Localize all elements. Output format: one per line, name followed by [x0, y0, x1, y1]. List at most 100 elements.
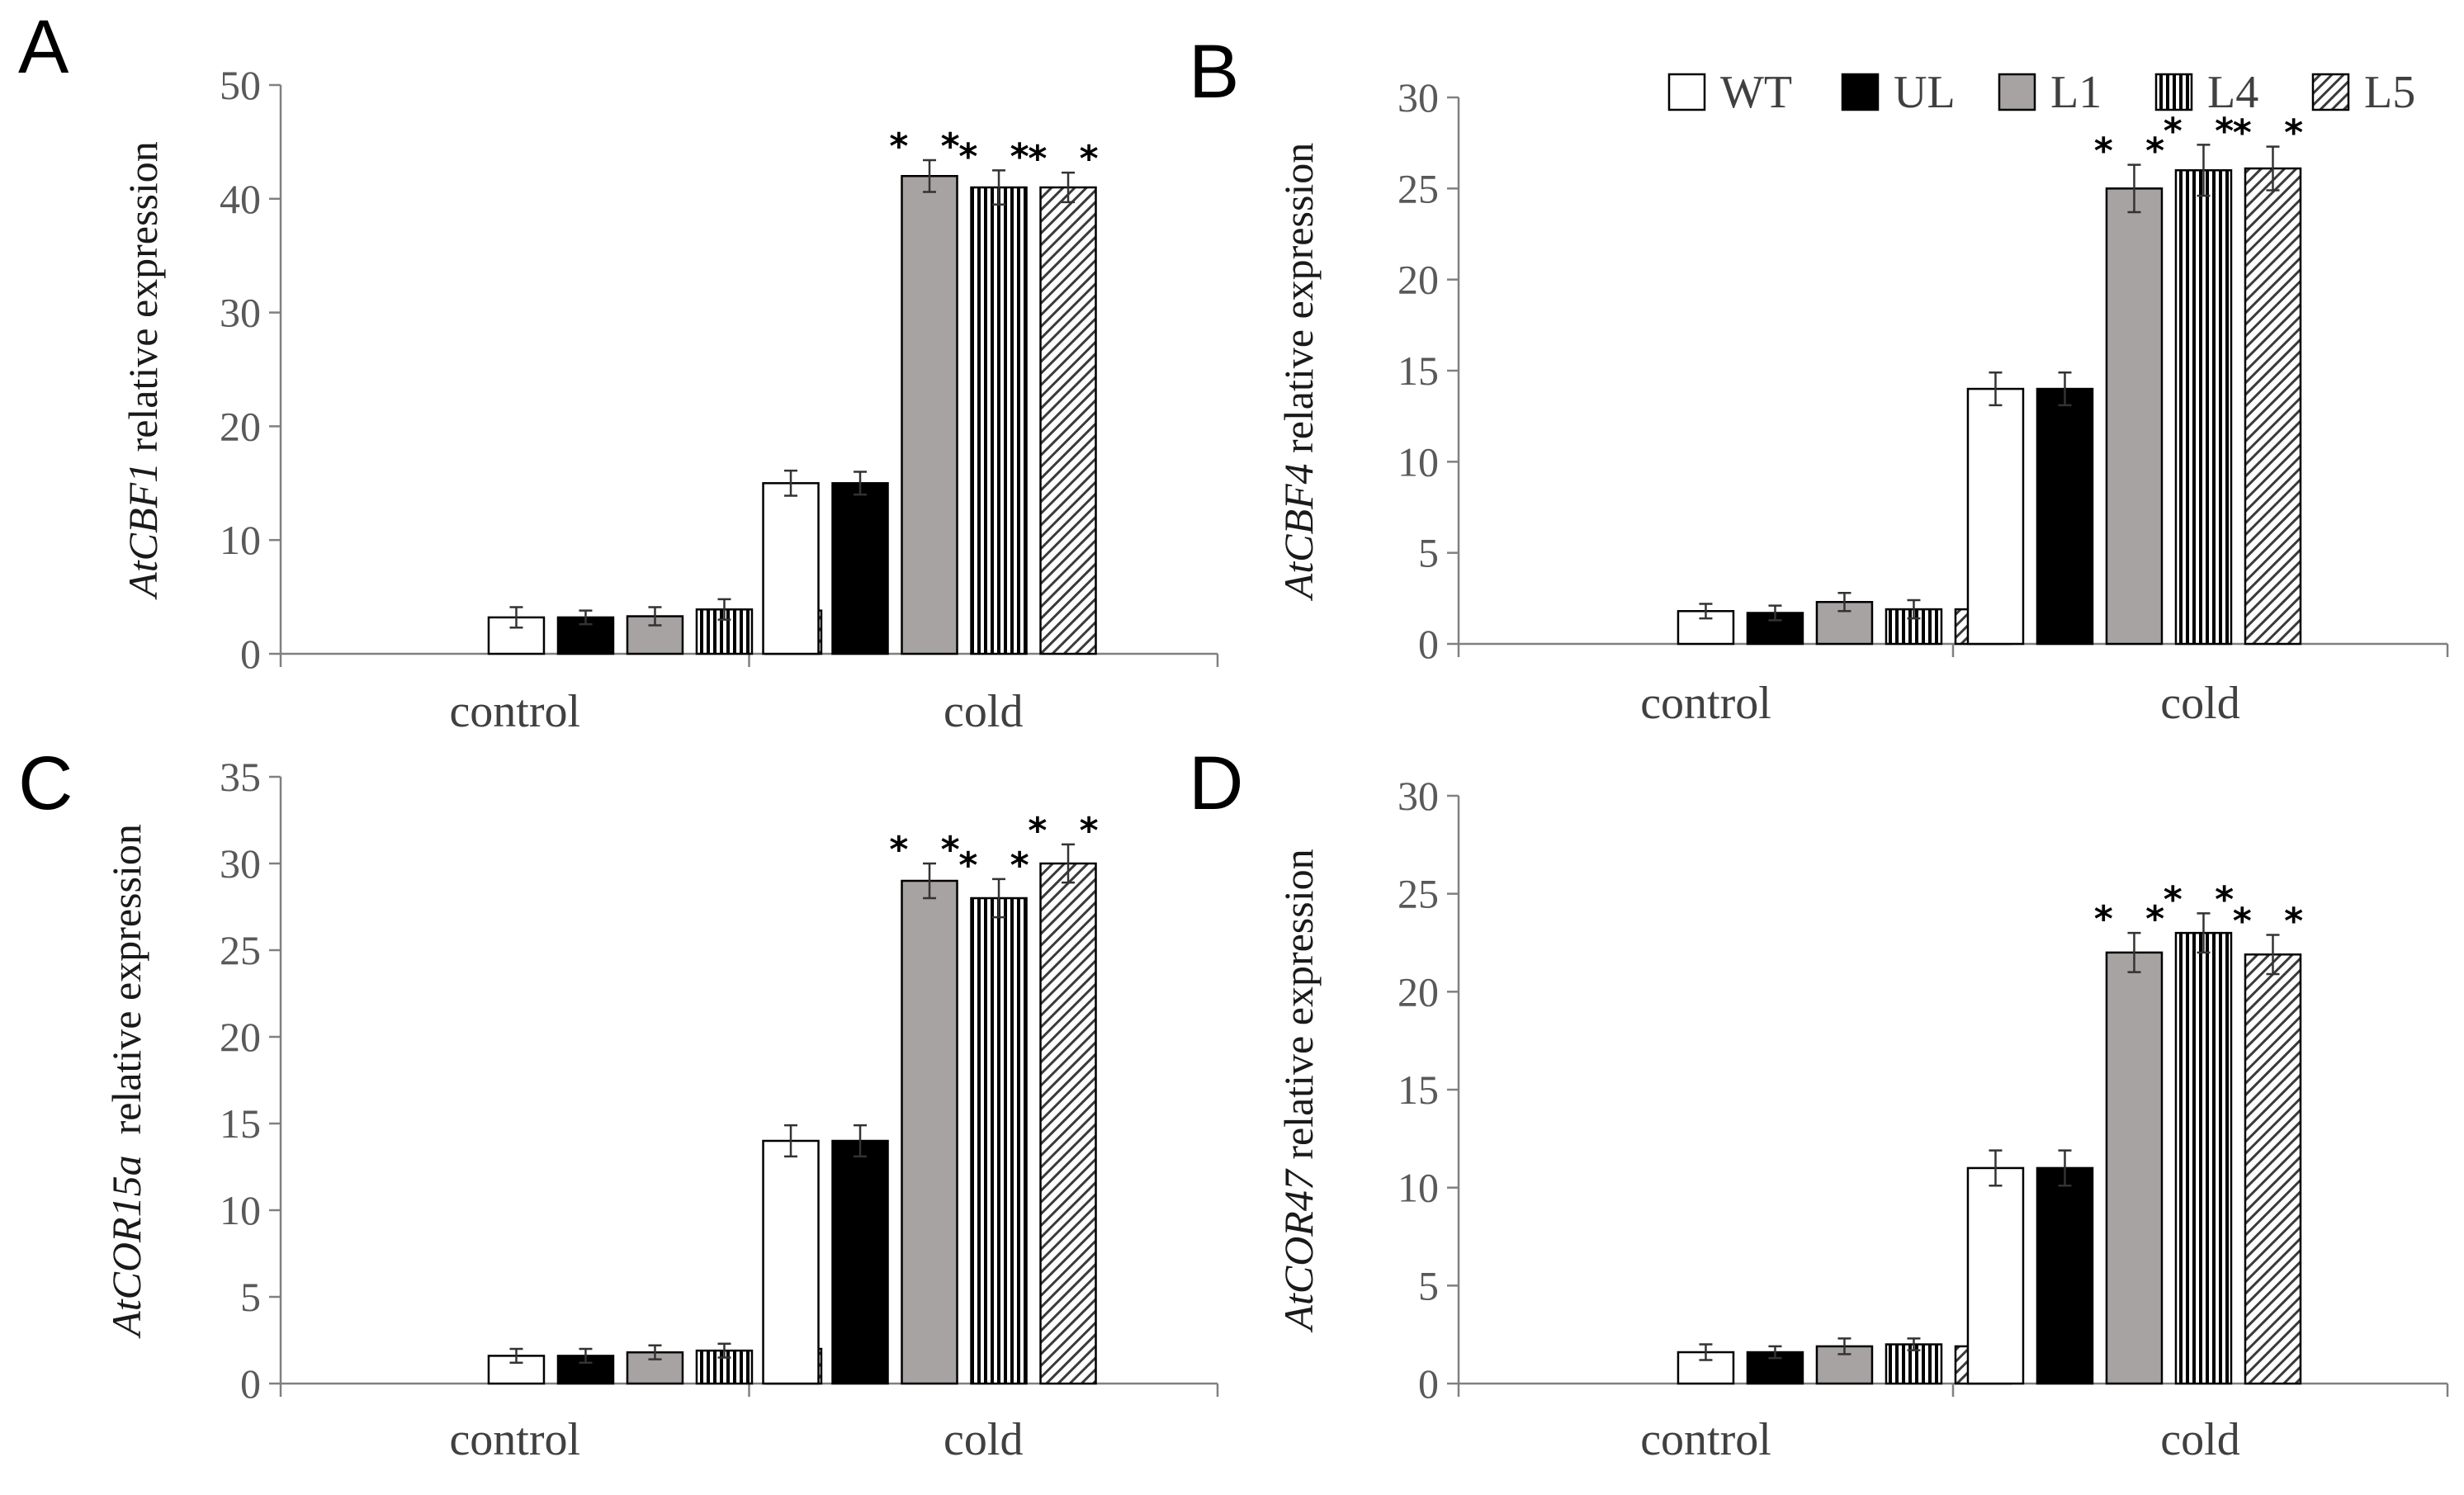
y-tick-label: 10 — [1398, 438, 1439, 485]
error-bar — [1768, 604, 1782, 622]
significance-marker: * * — [2094, 898, 2174, 940]
y-tick-label: 30 — [220, 840, 261, 887]
error-bar — [784, 1124, 798, 1158]
error-bar — [2266, 934, 2280, 976]
significance-marker: * * — [2164, 110, 2244, 152]
error-bar — [2127, 931, 2141, 973]
y-tick-label: 10 — [220, 1187, 261, 1233]
legend-label: L1 — [2050, 67, 2102, 118]
legend-swatch — [1667, 73, 1706, 111]
legend-swatch — [1841, 73, 1880, 111]
category-label: cold — [2160, 678, 2239, 729]
error-bar — [2197, 144, 2211, 197]
y-tick-label: 25 — [220, 927, 261, 973]
error-bar — [1907, 1337, 1921, 1351]
y-tick-label: 25 — [1398, 871, 1439, 917]
panel-letter: A — [18, 5, 69, 89]
error-bar — [579, 1347, 593, 1365]
bar-l1-cold — [2105, 951, 2164, 1385]
error-bar — [2058, 371, 2072, 407]
category-label: cold — [944, 1414, 1023, 1465]
significance-marker: * * — [1028, 138, 1108, 180]
bar-ul-cold — [831, 1139, 889, 1385]
y-tick-label: 25 — [1398, 165, 1439, 211]
bar-wt-cold — [1966, 387, 2025, 646]
bar-l5-cold — [2244, 167, 2302, 646]
error-bar — [648, 1344, 662, 1360]
significance-marker: * * — [2094, 130, 2174, 173]
bar-l4-control — [695, 608, 754, 655]
y-tick-label: 5 — [1418, 530, 1439, 576]
bar-l5-cold — [1039, 862, 1097, 1385]
y-tick-label: 35 — [220, 754, 261, 800]
y-axis-label: AtCBF1 relative expression — [120, 141, 166, 600]
bar-l5-cold — [1039, 186, 1097, 655]
y-tick-label: 5 — [240, 1274, 261, 1320]
error-bar — [923, 862, 937, 900]
legend-item-l1: L1 — [1998, 67, 2102, 118]
error-bar — [1699, 603, 1713, 620]
significance-marker: * * — [2233, 901, 2313, 943]
legend-label: UL — [1894, 67, 1956, 118]
y-tick-label: 30 — [1398, 74, 1439, 121]
y-tick-label: 20 — [220, 403, 261, 449]
legend-item-l5: L5 — [2311, 67, 2415, 118]
significance-marker: * * — [889, 829, 969, 871]
legend-item-wt: WT — [1667, 67, 1792, 118]
bar-l1-cold — [901, 879, 958, 1385]
category-label: cold — [2160, 1414, 2239, 1465]
bar-l4-cold — [2174, 931, 2233, 1385]
error-bar — [1768, 1345, 1782, 1360]
y-tick-label: 5 — [1418, 1262, 1439, 1308]
error-bar — [1699, 1343, 1713, 1361]
category-label: control — [449, 1414, 580, 1465]
y-axis-suffix: relative expression — [103, 824, 149, 1155]
y-tick-label: 0 — [240, 1360, 261, 1407]
error-bar — [1989, 1149, 2003, 1187]
category-label: cold — [944, 686, 1023, 737]
panel-letter: C — [18, 741, 73, 826]
panel-letter: D — [1189, 741, 1243, 826]
panel-d: D 0 5 10 15 20 25 30 control cold AtCOR47 relative… — [1189, 741, 2449, 1465]
bar-l4-cold — [2174, 169, 2233, 646]
bar-ul-cold — [2036, 387, 2094, 646]
error-bar — [992, 878, 1006, 919]
significance-marker: * * — [1028, 810, 1108, 852]
error-bar — [2127, 163, 2141, 214]
error-bar — [923, 158, 937, 193]
category-label: control — [1640, 1414, 1771, 1465]
y-tick-label: 0 — [240, 631, 261, 677]
legend-label: L5 — [2364, 67, 2415, 118]
y-tick-label: 30 — [1398, 773, 1439, 819]
error-bar — [1837, 1337, 1852, 1355]
bar-wt-cold — [1966, 1166, 2025, 1385]
significance-marker: * * — [2233, 112, 2313, 154]
error-bar — [509, 606, 523, 629]
bar-ul-cold — [2036, 1166, 2094, 1385]
y-axis-label: AtCOR47 relative expression — [1275, 849, 1322, 1332]
y-tick-label: 15 — [220, 1100, 261, 1147]
error-bar — [648, 606, 662, 627]
legend-swatch — [2311, 73, 2350, 111]
error-bar — [717, 1342, 731, 1359]
y-tick-label: 10 — [220, 517, 261, 563]
y-tick-label: 40 — [220, 176, 261, 222]
y-tick-label: 50 — [220, 62, 261, 108]
error-bar — [509, 1347, 523, 1365]
bar-l5-cold — [2244, 953, 2302, 1385]
y-tick-label: 20 — [1398, 968, 1439, 1015]
legend-swatch — [2154, 73, 2193, 111]
error-bar — [784, 469, 798, 497]
error-bar — [2266, 145, 2280, 192]
category-label: control — [449, 686, 580, 737]
bar-wt-control — [1677, 610, 1735, 646]
y-tick-label: 0 — [1418, 621, 1439, 667]
panel-b: B 0 5 10 15 20 25 30 control cold AtCBF4 relative … — [1189, 30, 2449, 729]
y-axis-suffix: relative expression — [1275, 143, 1322, 464]
category-label: control — [1640, 678, 1771, 729]
bar-ul-cold — [831, 482, 889, 655]
legend-swatch — [1998, 73, 2036, 111]
bar-wt-cold — [762, 1139, 820, 1385]
error-bar — [2197, 912, 2211, 954]
